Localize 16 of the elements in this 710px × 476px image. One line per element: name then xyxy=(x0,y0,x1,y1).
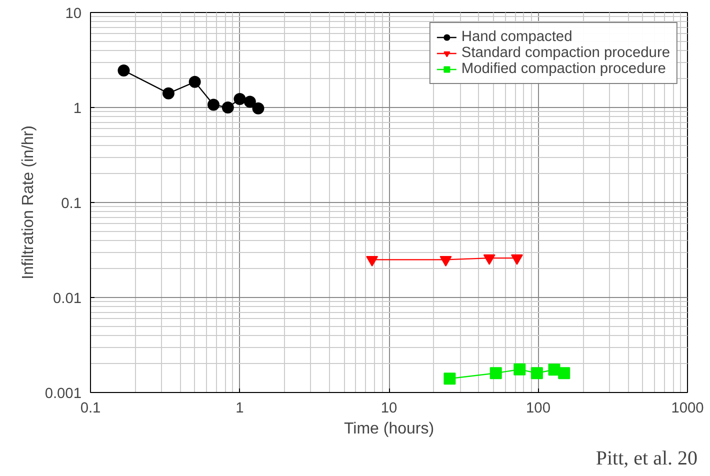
x-tick-label: 1000 xyxy=(671,400,704,416)
x-tick-label: 10 xyxy=(380,400,398,416)
x-axis-title: Time (hours) xyxy=(344,420,434,438)
legend-label: Hand compacted xyxy=(461,29,572,45)
x-tick-label: 1 xyxy=(236,400,244,416)
legend-label: Standard compaction procedure xyxy=(461,45,670,61)
y-tick-label: 0.001 xyxy=(44,386,82,402)
text: Pitt, et al. 20 xyxy=(596,448,698,470)
y-tick-label: 0.1 xyxy=(61,196,82,212)
legend-label: Modified compaction procedure xyxy=(461,61,666,77)
y-tick-label: 0.01 xyxy=(52,291,82,307)
y-tick-label: 10 xyxy=(65,6,82,22)
x-tick-label: 0.1 xyxy=(80,400,101,416)
y-tick-label: 1 xyxy=(73,101,82,117)
x-tick-label: 100 xyxy=(526,400,550,416)
y-axis-title: Infiltration Rate (in/hr) xyxy=(20,126,37,280)
